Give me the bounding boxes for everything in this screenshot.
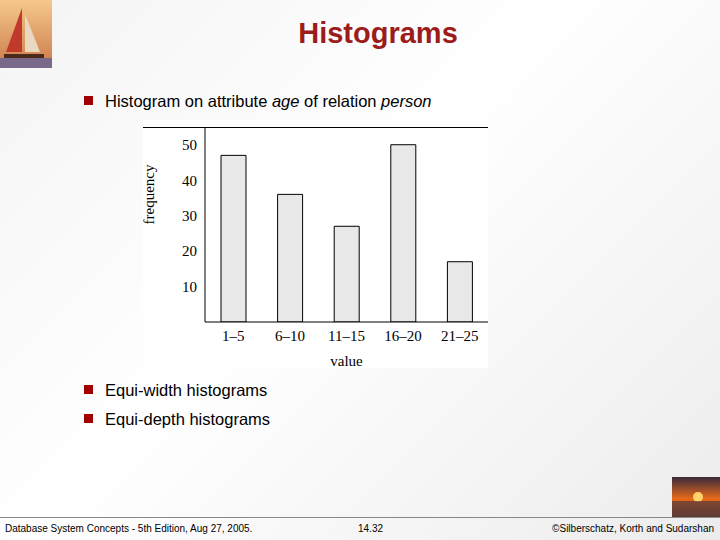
html-text:Equi-depth histograms: Equi-depth histograms: [105, 410, 271, 428]
svg-text:6–10: 6–10: [275, 328, 305, 344]
html-text:©Silberschatz, Korth and Sudar: ©Silberschatz, Korth and Sudarshan: [552, 523, 714, 534]
svg-text:16–20: 16–20: [384, 328, 422, 344]
svg-text:20: 20: [182, 243, 197, 259]
svg-text:value: value: [330, 353, 363, 368]
svg-text:10: 10: [182, 279, 197, 295]
svg-text:11–15: 11–15: [328, 328, 365, 344]
html-text:Equi-width histograms: Equi-width histograms: [105, 381, 268, 399]
svg-text:frequency: frequency: [143, 164, 157, 224]
svg-text:50: 50: [182, 137, 197, 153]
html-text:Database System Concepts - 5th: Database System Concepts - 5th Edition, …: [5, 523, 253, 534]
svg-text:1–5: 1–5: [222, 328, 245, 344]
html-text:Histogram on attribute age of: Histogram on attribute age of relation p…: [105, 92, 432, 110]
svg-text:21–25: 21–25: [441, 328, 479, 344]
svg-text:30: 30: [182, 208, 197, 224]
svg-text:40: 40: [182, 173, 197, 189]
html-text:14.32: 14.32: [358, 523, 383, 534]
html-text:Histograms: Histograms: [298, 17, 458, 49]
